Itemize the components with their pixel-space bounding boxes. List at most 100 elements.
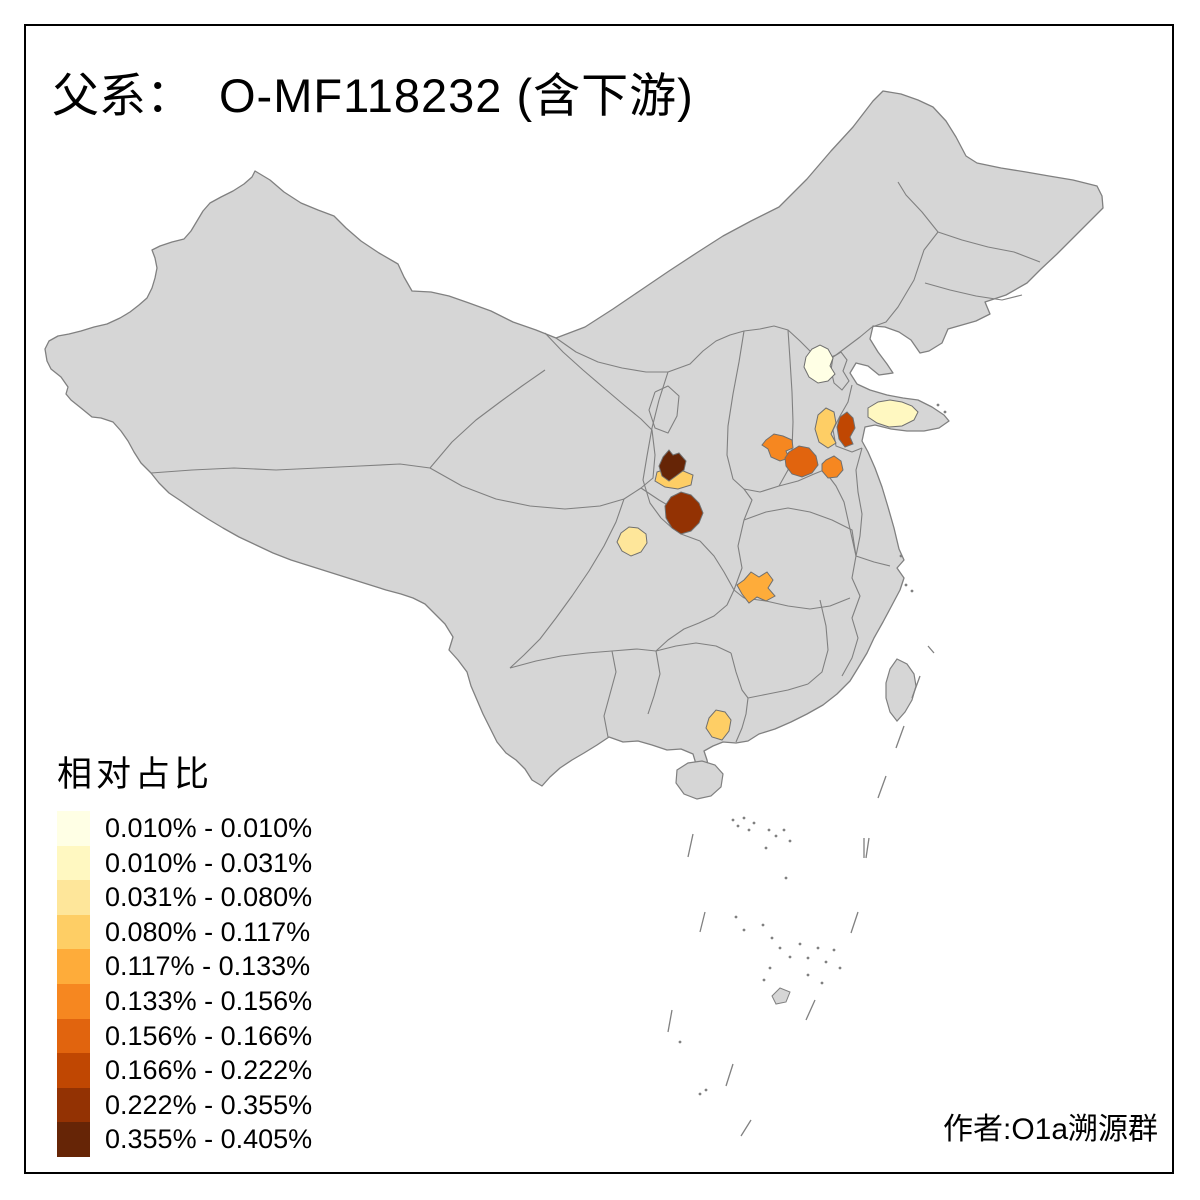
province-border-3 xyxy=(871,231,939,328)
island-dot-31 xyxy=(936,403,940,407)
island-dot-24 xyxy=(806,973,810,977)
legend-row: 0.010% - 0.010% xyxy=(57,811,312,846)
legend-label-8: 0.166% - 0.222% xyxy=(105,1055,313,1086)
legend-row: 0.166% - 0.222% xyxy=(57,1053,312,1088)
island-dot-7 xyxy=(774,834,778,838)
province-border-2 xyxy=(924,282,1023,301)
legend-swatch-3 xyxy=(57,880,90,915)
title-prefix: 父系： xyxy=(52,71,193,123)
island-dot-13 xyxy=(770,936,774,940)
province-border-12 xyxy=(150,463,431,474)
island-dot-9 xyxy=(788,839,792,843)
island-dot-32 xyxy=(943,410,947,414)
legend-swatch-4 xyxy=(57,914,90,950)
map-region-wuzhou xyxy=(705,709,732,741)
island-dot-2 xyxy=(736,824,740,828)
province-border-36 xyxy=(647,650,661,715)
map-region-taian xyxy=(836,411,856,448)
legend-label-9: 0.222% - 0.355% xyxy=(105,1089,313,1120)
legend-label-3: 0.031% - 0.080% xyxy=(105,882,313,913)
legend-swatch-10 xyxy=(57,1122,90,1157)
map-region-liaocheng xyxy=(814,407,837,449)
sea-dash-11 xyxy=(699,911,706,933)
map-region-yantai xyxy=(867,399,919,428)
legend-row: 0.355% - 0.405% xyxy=(57,1122,312,1157)
island-dot-29 xyxy=(734,915,738,919)
map-region-yanan xyxy=(658,449,687,482)
island-dot-30 xyxy=(742,928,746,932)
legend-row: 0.156% - 0.166% xyxy=(57,1018,313,1054)
legend-swatch-5 xyxy=(57,949,90,984)
legend-title: 相对占比 xyxy=(57,755,214,794)
island-dot-20 xyxy=(832,948,836,952)
map-region-zhengzhou xyxy=(784,445,819,478)
legend-row: 0.117% - 0.133% xyxy=(57,949,312,984)
island-dot-5 xyxy=(752,821,756,825)
island-dot-16 xyxy=(798,942,802,946)
legend-swatch-2 xyxy=(57,845,90,881)
island-dot-35 xyxy=(899,554,903,558)
province-border-26 xyxy=(778,469,825,487)
legend-row: 0.031% - 0.080% xyxy=(57,880,312,915)
province-border-34 xyxy=(735,697,749,743)
title-haplogroup: O-MF118232 (含下游) xyxy=(219,69,694,122)
island-dot-15 xyxy=(788,955,792,959)
island-dot-28 xyxy=(704,1088,708,1092)
island-dot-34 xyxy=(910,589,914,593)
province-border-4 xyxy=(897,181,939,233)
province-border-15 xyxy=(509,648,657,669)
legend-swatch-6 xyxy=(57,983,90,1019)
island-dot-22 xyxy=(768,966,772,970)
map-region-sichuan-pale xyxy=(616,526,648,557)
legend-label-10: 0.355% - 0.405% xyxy=(105,1124,313,1155)
legend-label-2: 0.010% - 0.031% xyxy=(105,847,313,878)
province-border-10 xyxy=(544,332,653,431)
island-dot-3 xyxy=(742,816,746,820)
island-dot-14 xyxy=(778,946,782,950)
legend-row: 0.222% - 0.355% xyxy=(57,1087,313,1123)
map-region-enshi xyxy=(736,571,776,604)
legend-swatch-1 xyxy=(57,811,90,846)
island-dot-17 xyxy=(806,956,810,960)
province-border-27 xyxy=(823,469,857,557)
sea-dash-3 xyxy=(895,725,905,749)
province-border-6 xyxy=(778,329,794,487)
province-border-7 xyxy=(726,330,780,493)
province-border-11 xyxy=(429,369,546,469)
province-border-1 xyxy=(937,231,1041,263)
province-border-29 xyxy=(855,555,891,567)
province-border-14 xyxy=(509,498,625,669)
legend-label-1: 0.010% - 0.010% xyxy=(105,813,313,843)
map-region-beijing xyxy=(803,344,836,384)
island-dot-27 xyxy=(698,1092,702,1096)
island-dot-12 xyxy=(761,923,765,927)
legend-row: 0.133% - 0.156% xyxy=(57,983,312,1019)
island-dot-26 xyxy=(678,1040,682,1044)
province-border-21 xyxy=(743,507,857,557)
sea-dash-2 xyxy=(911,675,921,699)
province-border-9 xyxy=(648,385,680,434)
legend-label-4: 0.080% - 0.117% xyxy=(105,916,311,947)
province-border-31 xyxy=(807,599,829,685)
province-border-35 xyxy=(603,650,617,738)
legend-swatch-8 xyxy=(57,1053,90,1088)
island-dot-25 xyxy=(820,981,824,985)
legend: 相对占比 0.010% - 0.010% 0.010% - 0.031% 0.0… xyxy=(57,746,312,1157)
sea-dash-9 xyxy=(725,1063,734,1087)
south-sea-islet xyxy=(771,987,791,1005)
legend-swatch-9 xyxy=(57,1087,90,1123)
island-dot-6 xyxy=(767,828,771,832)
island-dot-1 xyxy=(731,818,735,822)
legend-swatch-7 xyxy=(57,1018,90,1054)
taiwan-island xyxy=(885,658,917,722)
province-border-25 xyxy=(743,488,753,521)
province-border-33 xyxy=(730,652,749,699)
legend-label-7: 0.156% - 0.166% xyxy=(105,1020,313,1051)
page-title: 父系： O-MF118232 (含下游) xyxy=(52,57,694,126)
sea-dash-7 xyxy=(850,911,859,934)
author-credit: 作者:O1a溯源群 xyxy=(943,1113,1159,1146)
province-border-32 xyxy=(747,683,809,699)
sea-dash-8 xyxy=(805,999,816,1021)
sea-dash-1 xyxy=(927,645,935,654)
